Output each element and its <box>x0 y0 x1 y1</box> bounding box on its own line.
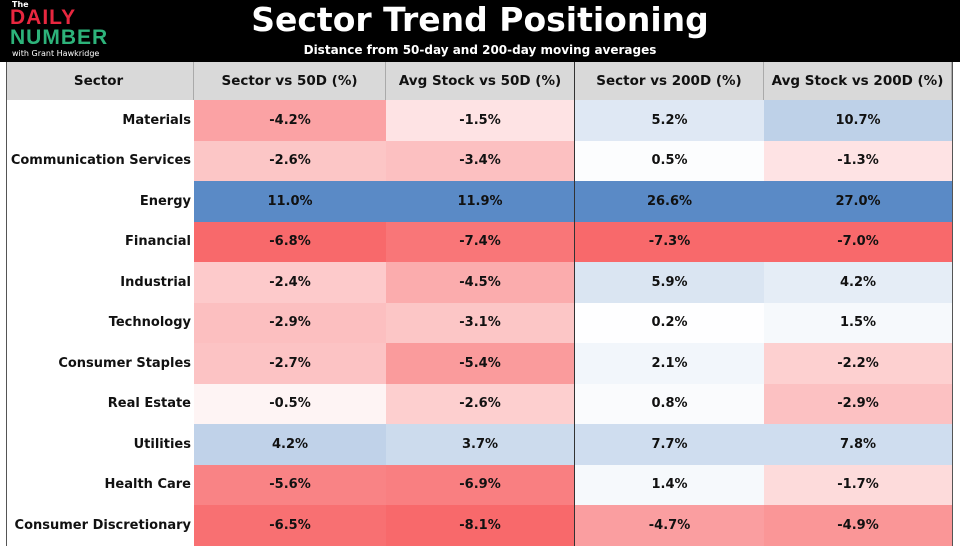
value-cell: 10.7% <box>764 100 952 141</box>
table-row: Consumer Discretionary -6.5% -8.1% -4.7% -4.… <box>7 505 952 546</box>
table-row: Health Care -5.6% -6.9% 1.4% -1.7% <box>7 464 952 505</box>
value-cell: 5.2% <box>575 100 764 141</box>
value-cell: -1.5% <box>386 100 575 141</box>
sector-name: Financial <box>124 234 191 250</box>
sector-name: Technology <box>108 315 191 331</box>
logo-byline: with Grant Hawkridge <box>12 49 100 58</box>
column-header: Avg Stock vs 50D (%) <box>386 62 575 100</box>
logo-number: NUMBER <box>10 26 109 49</box>
value-cell: 0.8% <box>575 383 764 424</box>
value-cell: -0.5% <box>194 383 386 424</box>
value-cell: -4.7% <box>575 505 764 546</box>
value-cell: -5.6% <box>194 464 386 505</box>
sector-name: Energy <box>139 193 191 209</box>
value-cell: 4.2% <box>764 262 952 303</box>
value-cell: -3.1% <box>386 302 575 343</box>
value-cell: 1.4% <box>575 464 764 505</box>
sector-name: Health Care <box>104 477 191 493</box>
value-cell: -4.5% <box>386 262 575 303</box>
value-cell: -6.5% <box>194 505 386 546</box>
logo-daily: DAILY <box>10 6 77 29</box>
sector-name: Industrial <box>120 274 191 290</box>
sector-name: Consumer Discretionary <box>14 517 191 533</box>
value-cell: -6.9% <box>386 464 575 505</box>
header-bar: The DAILY NUMBER with Grant Hawkridge Se… <box>0 0 960 62</box>
value-cell: -4.2% <box>194 100 386 141</box>
page-subtitle: Distance from 50-day and 200-day moving … <box>303 43 657 57</box>
table-row: Financial -6.8% -7.4% -7.3% -7.0% <box>7 221 952 262</box>
value-cell: -3.4% <box>386 140 575 181</box>
value-cell: -2.4% <box>194 262 386 303</box>
table-header-row: Sector Sector vs 50D (%) Avg Stock vs 50D … <box>7 62 952 100</box>
value-cell: 11.0% <box>194 181 386 222</box>
value-cell: -1.7% <box>764 464 952 505</box>
value-cell: -2.6% <box>194 140 386 181</box>
value-cell: -1.3% <box>764 140 952 181</box>
value-cell: -7.4% <box>386 221 575 262</box>
table-row: Utilities 4.2% 3.7% 7.7% 7.8% <box>7 424 952 465</box>
value-cell: 5.9% <box>575 262 764 303</box>
column-header: Avg Stock vs 200D (%) <box>764 62 952 100</box>
column-header: Sector <box>7 62 194 100</box>
table-row: Communication Services -2.6% -3.4% 0.5% -1.3… <box>7 140 952 181</box>
value-cell: -7.0% <box>764 221 952 262</box>
value-cell: -2.2% <box>764 343 952 384</box>
value-cell: -4.9% <box>764 505 952 546</box>
column-header: Sector vs 200D (%) <box>575 62 764 100</box>
value-cell: 3.7% <box>386 424 575 465</box>
value-cell: 4.2% <box>194 424 386 465</box>
table-row: Materials -4.2% -1.5% 5.2% 10.7% <box>7 100 952 141</box>
value-cell: -2.9% <box>194 302 386 343</box>
sector-name: Communication Services <box>10 153 191 169</box>
sector-name: Utilities <box>133 436 191 452</box>
table-row: Industrial -2.4% -4.5% 5.9% 4.2% <box>7 262 952 303</box>
sector-table: Sector Sector vs 50D (%) Avg Stock vs 50D … <box>6 62 953 546</box>
value-cell: -7.3% <box>575 221 764 262</box>
value-cell: 0.5% <box>575 140 764 181</box>
table-row: Energy 11.0% 11.9% 26.6% 27.0% <box>7 181 952 222</box>
value-cell: 7.8% <box>764 424 952 465</box>
table-row: Real Estate -0.5% -2.6% 0.8% -2.9% <box>7 383 952 424</box>
table-row: Technology -2.9% -3.1% 0.2% 1.5% <box>7 302 952 343</box>
value-cell: -2.9% <box>764 383 952 424</box>
value-cell: 0.2% <box>575 302 764 343</box>
daily-number-logo: The DAILY NUMBER with Grant Hawkridge <box>8 0 138 60</box>
value-cell: 2.1% <box>575 343 764 384</box>
value-cell: -5.4% <box>386 343 575 384</box>
value-cell: 7.7% <box>575 424 764 465</box>
table-row: Consumer Staples -2.7% -5.4% 2.1% -2.2% <box>7 343 952 384</box>
sector-name: Real Estate <box>107 396 191 412</box>
value-cell: -2.7% <box>194 343 386 384</box>
value-cell: 11.9% <box>386 181 575 222</box>
sector-name: Consumer Staples <box>58 355 191 371</box>
value-cell: -6.8% <box>194 221 386 262</box>
logo-the: The <box>12 0 29 9</box>
page-title: Sector Trend Positioning <box>251 0 709 39</box>
value-cell: 1.5% <box>764 302 952 343</box>
column-header: Sector vs 50D (%) <box>194 62 386 100</box>
value-cell: -2.6% <box>386 383 575 424</box>
sector-name: Materials <box>122 112 191 128</box>
value-cell: 27.0% <box>764 181 952 222</box>
value-cell: -8.1% <box>386 505 575 546</box>
value-cell: 26.6% <box>575 181 764 222</box>
